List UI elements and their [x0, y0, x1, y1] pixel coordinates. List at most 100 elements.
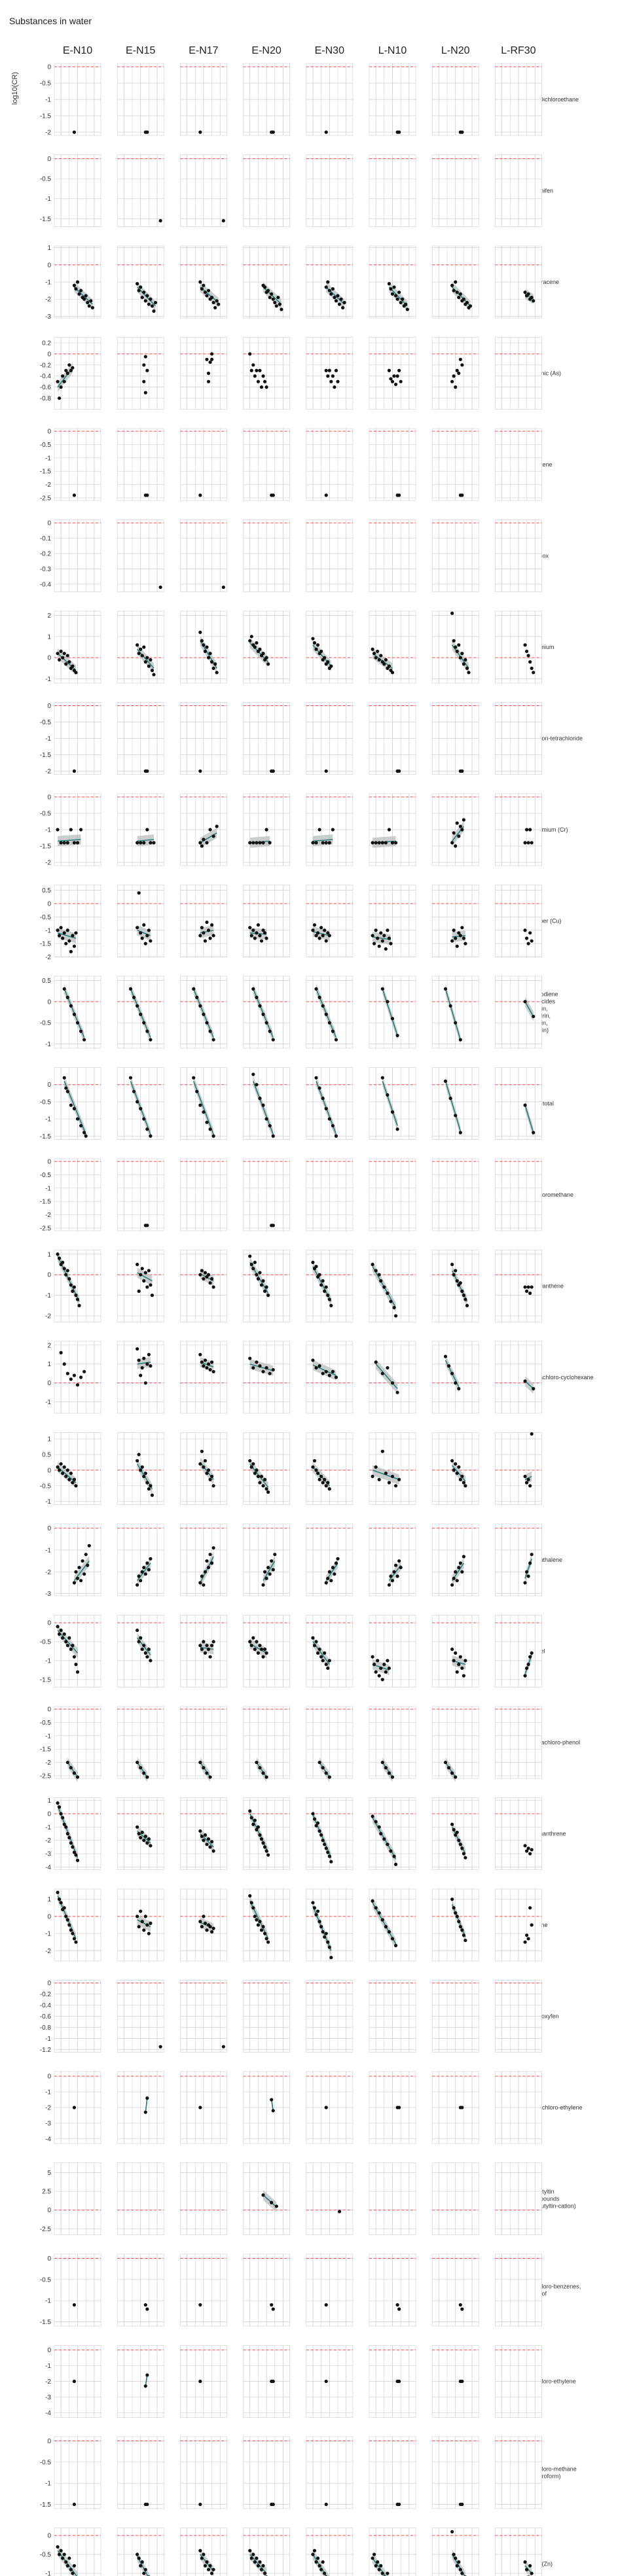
data-point — [258, 1481, 262, 1485]
data-point — [377, 658, 381, 662]
column-label: E-N30 — [315, 45, 344, 56]
data-point — [371, 1814, 374, 1818]
data-point — [198, 1829, 202, 1833]
data-point — [266, 1294, 270, 1297]
data-point — [468, 304, 473, 308]
data-point — [321, 1279, 325, 1283]
data-point — [69, 1283, 73, 1287]
data-point — [62, 1267, 66, 1271]
data-point — [395, 1127, 399, 1131]
data-point — [258, 934, 262, 938]
y-tick-label: -2.5 — [40, 2226, 52, 2233]
data-point — [72, 1771, 77, 1775]
y-tick-label: 0 — [47, 429, 51, 436]
data-point — [316, 1821, 320, 1825]
data-point — [56, 1801, 60, 1805]
data-point — [324, 769, 328, 773]
data-point — [450, 841, 454, 845]
data-point — [203, 649, 208, 654]
data-point — [450, 1371, 454, 1375]
data-point — [139, 647, 143, 651]
data-point — [208, 1127, 212, 1131]
data-point — [380, 1076, 384, 1080]
trend-line — [57, 932, 77, 939]
data-point — [249, 1262, 253, 1267]
data-point — [263, 2571, 267, 2575]
data-point — [59, 1629, 63, 1632]
data-point — [140, 2560, 144, 2564]
data-point — [64, 1825, 68, 1829]
data-point — [203, 1458, 208, 1463]
data-point — [65, 1760, 69, 1765]
data-point — [457, 931, 461, 935]
y-tick-label: 5 — [47, 2170, 51, 2177]
data-point — [523, 1940, 527, 1944]
data-point — [137, 891, 141, 895]
data-point — [74, 1940, 78, 1944]
data-point — [458, 2567, 462, 2571]
trend-line — [263, 1561, 276, 1581]
data-point — [526, 1574, 530, 1578]
data-point — [253, 1818, 257, 1822]
data-point — [142, 1474, 146, 1479]
data-point — [321, 1659, 325, 1663]
data-point — [69, 1472, 73, 1475]
data-point — [271, 1134, 275, 1138]
data-point — [136, 841, 139, 845]
data-point — [327, 1775, 331, 1779]
data-point — [65, 654, 69, 658]
data-point — [205, 1771, 209, 1775]
data-point — [465, 666, 469, 670]
data-point — [395, 1574, 399, 1578]
data-point — [205, 1843, 209, 1846]
data-point — [152, 309, 156, 313]
y-tick-label: -0.5 — [40, 176, 52, 183]
data-point — [251, 1267, 255, 1271]
y-tick-label: -1 — [45, 735, 51, 743]
data-point — [324, 1369, 328, 1373]
data-point — [86, 300, 90, 305]
data-point — [62, 2552, 66, 2556]
data-point — [458, 824, 462, 828]
data-point — [373, 942, 376, 945]
trend-line — [452, 935, 465, 938]
data-point — [458, 656, 462, 660]
data-point — [58, 396, 62, 400]
data-point — [145, 1775, 149, 1779]
data-point — [75, 1775, 80, 1779]
data-point — [149, 1283, 153, 1287]
data-point — [67, 1636, 71, 1640]
y-tick-label: -0.1 — [40, 535, 52, 542]
data-point — [263, 1289, 267, 1293]
trend-line — [249, 1363, 274, 1371]
y-tick-label: 0 — [47, 64, 51, 71]
data-point — [84, 1134, 88, 1138]
data-point — [251, 987, 255, 991]
data-point — [65, 1468, 69, 1472]
data-point — [72, 2379, 77, 2384]
data-point — [443, 987, 448, 991]
data-point — [192, 987, 196, 991]
y-axis-title: log10(CR) — [11, 72, 19, 105]
y-tick-label: 0 — [47, 1620, 51, 1627]
data-point — [455, 1830, 459, 1835]
data-point — [61, 1816, 65, 1820]
data-point — [318, 1829, 321, 1833]
y-tick-label: -4 — [45, 2410, 51, 2417]
data-point — [321, 2560, 325, 2564]
data-point — [221, 585, 225, 590]
data-point — [458, 1561, 462, 1565]
data-point — [198, 769, 202, 773]
data-point — [56, 1252, 60, 1256]
data-point — [136, 1262, 139, 1267]
data-point — [205, 841, 209, 845]
data-point — [205, 2560, 209, 2564]
data-point — [263, 1648, 267, 1651]
y-tick-label: 0 — [47, 998, 51, 1006]
data-point — [455, 649, 459, 654]
data-point — [386, 2571, 390, 2575]
y-tick-label: -0.5 — [40, 1020, 52, 1027]
data-point — [72, 841, 77, 845]
trend-line — [200, 1556, 214, 1583]
y-tick-label: -1.5 — [40, 113, 52, 120]
